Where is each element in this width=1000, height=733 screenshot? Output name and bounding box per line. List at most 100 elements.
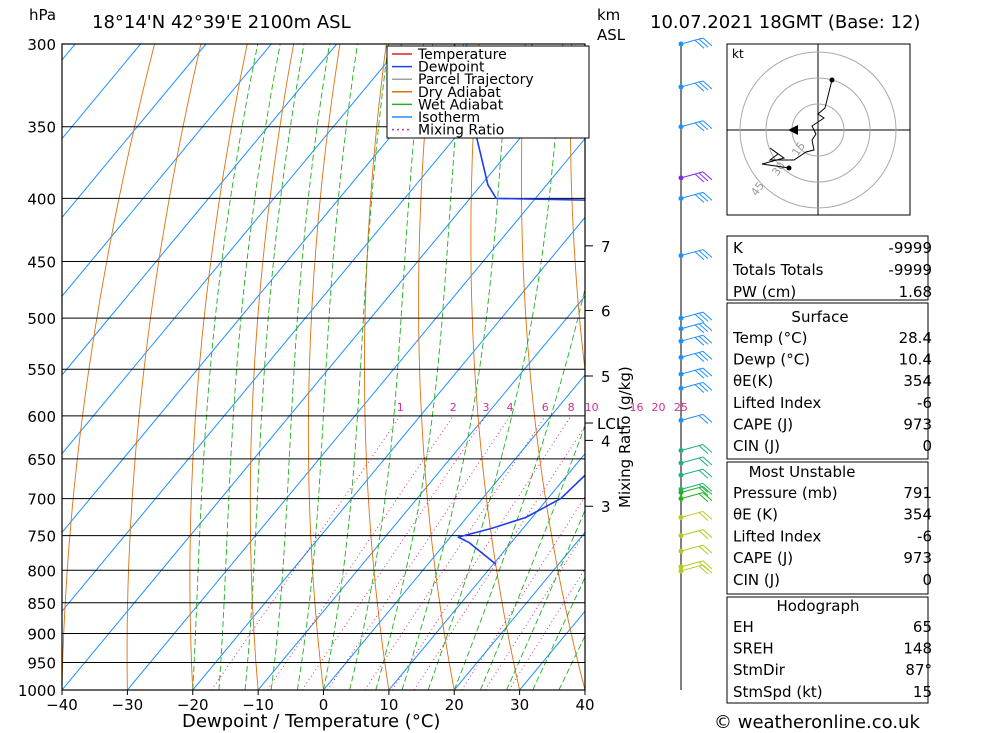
index-value: 354 (903, 506, 932, 524)
pressure-tick-label: 950 (27, 654, 56, 672)
mixing-ratio-label: 8 (568, 401, 575, 414)
index-value: -9999 (888, 239, 932, 257)
wind-barb (678, 413, 713, 424)
temperature-tick-label: −30 (112, 696, 144, 714)
hodograph-surface-point (786, 165, 792, 171)
legend-label: Dry Adiabat (418, 85, 501, 101)
mixing-ratio-label: 1 (397, 401, 404, 414)
wind-barb (678, 120, 713, 132)
index-value: -6 (917, 527, 932, 545)
isotherm-line (62, 44, 207, 219)
index-label: StmDir (733, 661, 786, 679)
wet-adiabat-line (427, 44, 564, 690)
hodograph-trace (761, 79, 833, 169)
isobar-lines (62, 43, 585, 691)
wet-adiabat-line (192, 44, 259, 690)
wind-barb (678, 249, 713, 261)
copyright: © weatheronline.co.uk (714, 712, 920, 733)
dry-adiabat-line (570, 44, 585, 374)
wind-barb (678, 322, 713, 334)
temperature-tick-label: −40 (46, 696, 78, 714)
pressure-tick-label: 300 (27, 36, 56, 54)
index-label: StmSpd (kt) (733, 683, 823, 701)
pressure-tick-label: 1000 (18, 682, 56, 700)
mixing-ratio-axis-label: Mixing Ratio (g/kg) (616, 366, 634, 508)
temperature-tick-label: −20 (177, 696, 209, 714)
temperature-profile (651, 142, 726, 564)
mixing-ratio-line (508, 567, 585, 690)
asl-label: ASL (597, 26, 626, 44)
mixing-ratio-label: 2 (450, 401, 457, 414)
index-value: 973 (903, 549, 932, 567)
wind-barb (678, 529, 713, 540)
dry-adiabat-line (307, 44, 341, 690)
isotherm-line (388, 452, 585, 690)
wind-barb (678, 482, 713, 493)
legend-label: Dewpoint (418, 60, 485, 76)
mixing-ratio-label: 20 (651, 401, 665, 414)
index-value: 65 (913, 618, 932, 636)
hodograph-top-point (829, 77, 835, 83)
isotherm-line (453, 531, 585, 690)
wind-barb (678, 510, 713, 521)
wind-barb (678, 171, 713, 183)
isotherm-line (62, 44, 338, 376)
dry-adiabat-line (189, 44, 248, 690)
mixing-ratio-line (327, 415, 511, 690)
index-label: SREH (733, 640, 774, 658)
pressure-axis: 300 350 400 450 500 550 600 650 700 750 800 850 900 9… (18, 36, 56, 700)
height-tick-label: 5 (601, 368, 611, 386)
mixing-ratio-line (391, 415, 572, 690)
isotherm-line (62, 44, 403, 455)
dry-adiabat-line (989, 44, 1000, 690)
wind-barbs (678, 37, 713, 575)
dry-adiabat-line (62, 44, 156, 690)
wind-barb (678, 381, 713, 393)
index-label: EH (733, 618, 754, 636)
index-label: PW (cm) (733, 283, 796, 301)
height-axis: 7 6 5 4 3 LCL (585, 238, 625, 516)
index-label: Dewp (°C) (733, 351, 810, 369)
pressure-tick-label: 400 (27, 190, 56, 208)
wind-barb (678, 80, 713, 92)
height-tick-label: 6 (601, 303, 611, 321)
height-tick-label: 4 (601, 432, 611, 450)
pressure-tick-label: 450 (27, 254, 56, 272)
height-tick-label: 3 (601, 498, 611, 516)
wet-adiabat-line (218, 44, 281, 690)
temperature-tick-label: 30 (510, 696, 529, 714)
index-value: 1.68 (899, 283, 932, 301)
dry-adiabat-line (418, 44, 455, 690)
isotherm-line (62, 59, 585, 690)
mixing-ratio-label: 16 (630, 401, 644, 414)
mixing-ratio-label: 6 (542, 401, 549, 414)
surface-title: Surface (791, 308, 848, 326)
index-rows: K -9999 Totals Totals -9999 PW (cm) 1.68 Temp … (732, 239, 932, 701)
indices-surface: Surface (726, 302, 929, 460)
storm-motion-arrow (788, 125, 798, 135)
temperature-tick-label: 10 (379, 696, 398, 714)
x-axis-label: Dewpoint / Temperature (°C) (182, 711, 440, 732)
dewpoint-profile (453, 44, 585, 565)
wet-adiabat-line (506, 509, 585, 690)
wind-barb (678, 564, 713, 575)
isotherm-line (62, 44, 534, 613)
index-label: CIN (J) (733, 437, 780, 455)
legend-label: Wet Adiabat (418, 97, 504, 113)
temperature-tick-label: 20 (445, 696, 464, 714)
hodograph: kt 15 30 45 (726, 43, 911, 216)
pressure-tick-label: 800 (27, 562, 56, 580)
pressure-tick-label: 550 (27, 361, 56, 379)
temperature-axis: −40 −30 −20 −10 0 10 20 30 40 (46, 690, 595, 714)
mixing-ratio-label: 10 (585, 401, 599, 414)
lcl-label: LCL (597, 415, 625, 433)
index-label: K (733, 239, 744, 257)
mixing-ratio-line (301, 415, 487, 690)
height-tick-label: 7 (601, 238, 611, 256)
wind-barb (678, 456, 713, 467)
indices-most-unstable: Most Unstable (726, 461, 929, 595)
isotherm-line (62, 44, 141, 140)
index-label: Lifted Index (733, 527, 821, 545)
